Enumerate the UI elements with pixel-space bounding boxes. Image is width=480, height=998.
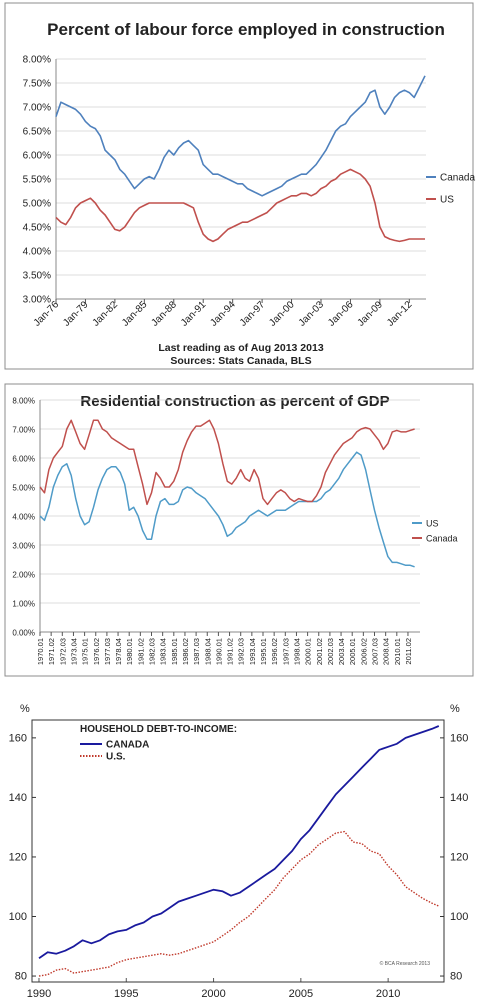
legend-label: Canada [440,173,475,184]
x-tick-label: 1978.04 [114,638,123,665]
x-tick-label: 2010 [376,988,400,998]
series-line-canada [38,725,440,959]
chart-1-title: Percent of labour force employed in cons… [47,20,445,39]
chart-2-frame [4,383,474,677]
x-tick-label: 2011.02 [404,638,413,665]
y-tick-label: 5.50% [23,175,51,186]
chart-household-debt: % % 80 80 100 100 120 120 140 140 160 160 1990 199… [0,700,480,998]
y-tick-label-right: 160 [450,732,468,744]
series-line-us [55,168,425,243]
x-tick-label: 1990 [27,988,51,998]
chart-construction-employment: Percent of labour force employed in cons… [0,0,480,375]
series-line-us [38,830,440,977]
y-tick-label-right: 80 [450,971,462,983]
x-tick-label: 1996.02 [270,638,279,665]
y-tick-label: 140 [9,792,27,804]
legend-label: U.S. [106,752,126,763]
x-tick-label: 2001.02 [315,638,324,665]
chart-2-svg: Residential construction as percent of G… [4,383,474,677]
x-tick-label: 2010.01 [393,638,402,665]
chart-3-legend-title: HOUSEHOLD DEBT-TO-INCOME: [80,724,237,735]
x-tick-label: 1993.04 [248,638,257,665]
y-tick-label-right: 120 [450,851,468,863]
x-tick-label: 1998.04 [292,638,301,665]
y-tick-label: 3.00% [12,542,35,551]
y-tick-label: 1.00% [12,600,35,609]
chart-3-y-unit-left: % [20,703,30,715]
y-tick-label: 3.50% [23,271,51,282]
x-tick-label: 1988.04 [203,638,212,665]
y-tick-label: 160 [9,732,27,744]
y-tick-label: 4.00% [23,247,51,258]
chart-1-note-reading: Last reading as of Aug 2013 2013 [158,342,324,354]
y-tick-label: 5.00% [23,199,51,210]
y-tick-label: 4.00% [12,513,35,522]
x-tick-label: 1991.02 [226,638,235,665]
x-tick-label: 1970.01 [36,638,45,665]
y-tick-label: 8.00% [12,397,35,406]
y-tick-label: 6.00% [23,151,51,162]
chart-3-svg: % % 80 80 100 100 120 120 140 140 160 160 1990 199… [9,703,469,998]
chart-1-frame [4,2,474,370]
x-tick-label: 1980.01 [125,638,134,665]
x-tick-label: 1972.03 [58,638,67,665]
y-tick-label: 4.50% [23,223,51,234]
y-tick-label: 7.50% [23,79,51,90]
y-tick-label: 100 [9,911,27,923]
x-tick-label: 2005 [289,988,313,998]
x-tick-label: 2003.04 [337,638,346,665]
x-tick-label: 1971.02 [47,638,56,665]
y-tick-label: 3.00% [23,295,51,306]
x-tick-label: 2002.03 [326,638,335,665]
y-tick-label: 7.00% [23,103,51,114]
y-tick-label: 8.00% [23,55,51,66]
chart-3-source: © BCA Research 2013 [380,960,431,967]
x-tick-label: 1992.03 [237,638,246,665]
y-tick-label: 80 [15,971,27,983]
y-tick-label: 120 [9,851,27,863]
x-tick-label: 1985.01 [170,638,179,665]
chart-1-note-sources: Sources: Stats Canada, BLS [170,355,311,367]
x-tick-label: 2000 [201,988,225,998]
x-tick-label: 2008.04 [382,638,391,665]
x-tick-label: 1976.02 [92,638,101,665]
series-line-canada [55,75,426,197]
x-tick-label: 1975.01 [81,638,90,665]
y-tick-label-right: 140 [450,792,468,804]
x-tick-label: 1995.01 [259,638,268,665]
x-tick-label: 1977.03 [103,638,112,665]
plot-area-border [31,719,445,983]
x-tick-label: 2005.01 [348,638,357,665]
legend-label: Canada [426,534,458,544]
legend-label: CANADA [106,740,149,751]
x-tick-label: 2006.02 [359,638,368,665]
x-tick-label: 1981.02 [136,638,145,665]
x-tick-label: 1987.03 [192,638,201,665]
x-tick-label: 1990.01 [214,638,223,665]
y-tick-label: 6.50% [23,127,51,138]
y-tick-label: 7.00% [12,426,35,435]
y-tick-label-right: 100 [450,911,468,923]
y-tick-label: 2.00% [12,571,35,580]
legend-label: US [440,195,454,206]
x-tick-label: 1997.03 [281,638,290,665]
chart-1-svg: Percent of labour force employed in cons… [4,2,475,370]
chart-2-title: Residential construction as percent of G… [80,393,389,410]
x-tick-label: 1986.02 [181,638,190,665]
x-tick-label: 1973.04 [69,638,78,665]
x-tick-label: 1983.04 [159,638,168,665]
x-tick-label: 1995 [114,988,138,998]
x-tick-label: 2007.03 [371,638,380,665]
legend-label: US [426,519,439,529]
chart-residential-gdp: Residential construction as percent of G… [0,382,480,682]
x-tick-label: 1982.03 [148,638,157,665]
y-tick-label: 0.00% [12,629,35,638]
y-tick-label: 5.00% [12,484,35,493]
series-line-us [39,451,415,568]
x-tick-label: 2000.01 [304,638,313,665]
y-tick-label: 6.00% [12,455,35,464]
series-line-canada [39,419,415,506]
chart-3-y-unit-right: % [450,703,460,715]
